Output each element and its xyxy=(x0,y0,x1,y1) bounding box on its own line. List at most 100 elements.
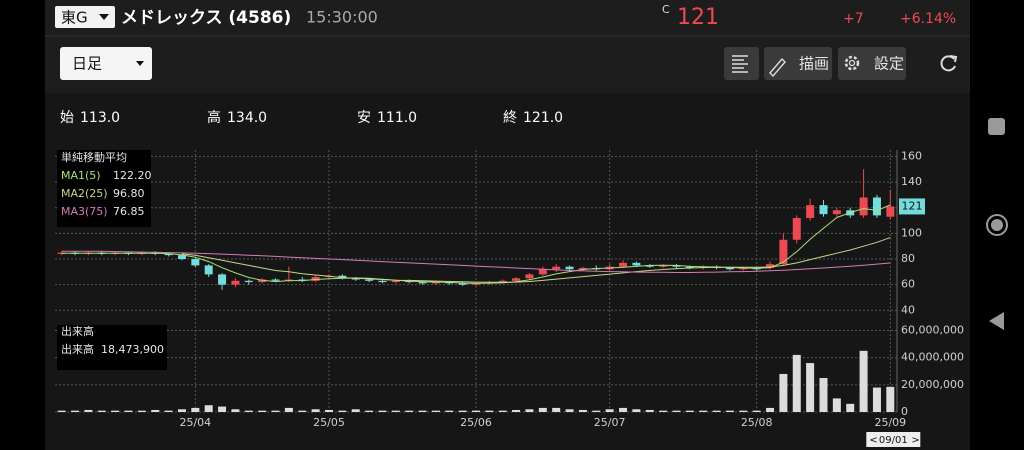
list-icon xyxy=(732,55,748,73)
volume-bar xyxy=(592,410,601,412)
x-tick-label: 25/07 xyxy=(594,416,626,429)
cursor-arrow: < xyxy=(869,435,877,446)
volume-bar xyxy=(244,410,253,412)
volume-bar xyxy=(886,386,895,412)
price-tag-label: 121 xyxy=(902,199,923,212)
settings-label[interactable]: 設定 xyxy=(874,55,904,73)
volume-bar xyxy=(632,409,641,412)
nav-back[interactable] xyxy=(989,312,1004,330)
candle-body xyxy=(218,274,227,285)
nav-home-dot xyxy=(991,219,1003,231)
ohlc-value: 111.0 xyxy=(377,110,417,126)
ohlc-value: 134.0 xyxy=(227,110,267,126)
refresh-button[interactable] xyxy=(940,55,958,72)
interval[interactable]: 日足 xyxy=(72,55,102,73)
interval-box[interactable] xyxy=(60,47,152,80)
volume-bar xyxy=(271,410,280,412)
y-tick-label: 160 xyxy=(901,149,922,162)
candle-body xyxy=(645,265,654,267)
draw-label[interactable]: 描画 xyxy=(799,55,829,73)
volume-bar xyxy=(391,410,400,412)
volume-bar xyxy=(124,410,133,412)
price: 121 xyxy=(677,5,719,30)
candle-body xyxy=(391,280,400,283)
volume-bar xyxy=(752,410,761,412)
volume-bar xyxy=(177,409,186,412)
x-tick-label: 25/06 xyxy=(460,416,492,429)
volume-bar xyxy=(338,410,347,412)
nav-home[interactable] xyxy=(986,214,1008,236)
volume-bar xyxy=(659,410,668,412)
volume-bar xyxy=(859,350,868,412)
volume-bar xyxy=(672,410,681,412)
y-tick-label: 40,000,000 xyxy=(901,351,964,364)
x-tick-label: 25/08 xyxy=(741,416,773,429)
button-bg[interactable] xyxy=(764,47,832,80)
candle-body xyxy=(512,278,521,281)
caret xyxy=(136,61,144,66)
volume-bar xyxy=(552,407,561,412)
y-tick-label: 40 xyxy=(901,303,915,316)
interval-select[interactable]: 日足 xyxy=(60,47,152,80)
volume-bar xyxy=(84,409,93,412)
x-tick-label: 25/04 xyxy=(179,416,211,429)
volume-bar xyxy=(351,409,360,412)
ma-value: 76.85 xyxy=(113,205,145,218)
volume-bar xyxy=(71,410,80,412)
volume-bar xyxy=(405,410,414,412)
volume-bar xyxy=(699,410,708,412)
candle-body xyxy=(351,278,360,280)
volume-bar xyxy=(204,405,213,412)
stock-name: メドレックス (4586) xyxy=(121,8,291,28)
button-bg[interactable] xyxy=(838,47,906,80)
volume-bar xyxy=(872,387,881,412)
market[interactable]: 東G xyxy=(61,9,88,27)
volume-bar xyxy=(712,410,721,412)
volume-bar xyxy=(538,407,547,412)
y-tick-label: 140 xyxy=(901,175,922,188)
candle-body xyxy=(792,217,801,240)
candle-body xyxy=(525,274,534,279)
volume-title: 出来高 xyxy=(61,324,94,338)
volume-bar xyxy=(819,378,828,412)
volume-bar xyxy=(445,410,454,412)
volume-bar xyxy=(111,410,120,412)
settings-button[interactable]: 設定 xyxy=(838,47,906,80)
volume-bar xyxy=(779,373,788,412)
volume-bar xyxy=(472,410,480,412)
volume-bar xyxy=(645,409,654,412)
volume-bar xyxy=(151,409,160,412)
volume-bar xyxy=(792,354,801,412)
cursor-box xyxy=(866,432,921,447)
volume-current: 18,473,900 xyxy=(101,343,164,356)
change-pct: +6.14% xyxy=(900,11,956,27)
volume-bar xyxy=(725,410,734,412)
nav-recent[interactable] xyxy=(988,118,1005,135)
candle-body xyxy=(244,280,253,283)
ohlc-label: 終 xyxy=(503,110,517,126)
candle-body xyxy=(578,267,587,270)
price-tag xyxy=(899,198,925,215)
candle-body xyxy=(766,264,775,268)
candle-body xyxy=(57,252,66,254)
ma-legend-box xyxy=(57,150,151,227)
volume-bar xyxy=(431,410,440,412)
candle-body xyxy=(659,265,668,267)
candle-body xyxy=(231,280,240,285)
ma-line xyxy=(61,204,891,284)
volume-bar xyxy=(378,410,387,412)
y-tick-label: 80 xyxy=(901,252,915,265)
market-select[interactable]: 東G xyxy=(55,6,115,28)
list-button[interactable] xyxy=(724,47,759,80)
candle-body xyxy=(806,205,815,218)
volume-bar xyxy=(685,410,694,412)
candle-body xyxy=(886,206,895,217)
draw-button[interactable]: 描画 xyxy=(764,47,832,80)
candle-body xyxy=(685,266,694,268)
volume-bar xyxy=(498,410,507,412)
ohlc-label: 安 xyxy=(357,110,371,126)
market-box[interactable] xyxy=(55,6,115,28)
volume-bar xyxy=(846,403,855,412)
